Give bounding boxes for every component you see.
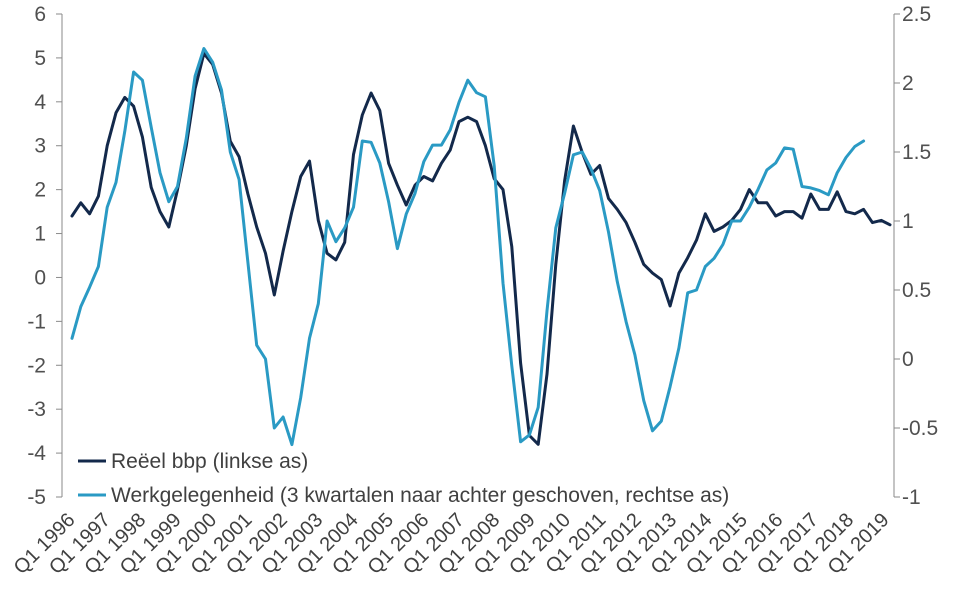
series-line-employment bbox=[70, 47, 866, 447]
left-tick-label: 2 bbox=[34, 179, 46, 202]
series-line-gdp bbox=[70, 52, 892, 446]
right-tick-label: 1.5 bbox=[902, 141, 931, 164]
left-tick-label: 0 bbox=[34, 266, 46, 289]
left-tick-label: 5 bbox=[34, 47, 46, 70]
left-tick-label: 6 bbox=[34, 3, 46, 26]
left-tick-label: -1 bbox=[27, 310, 46, 333]
left-tick-label: -5 bbox=[27, 486, 46, 509]
left-tick-label: 3 bbox=[34, 135, 46, 158]
right-tick-label: -1 bbox=[902, 486, 921, 509]
right-tick-label: 1 bbox=[902, 210, 914, 233]
legend: Reëel bbp (linkse as) Werkgelegenheid (3… bbox=[78, 450, 729, 507]
right-y-axis: -1 -0.5 0 0.5 1 1.5 2 2.5 bbox=[893, 3, 938, 509]
left-tick-label: 1 bbox=[34, 223, 46, 246]
right-tick-label: 0 bbox=[902, 348, 914, 371]
left-tick-label: -2 bbox=[27, 354, 46, 377]
left-tick-label: 4 bbox=[34, 91, 46, 114]
right-tick-label: -0.5 bbox=[902, 417, 938, 440]
legend-label-employment: Werkgelegenheid (3 kwartalen naar achter… bbox=[111, 484, 729, 507]
right-tick-label: 2 bbox=[902, 72, 914, 95]
legend-label-gdp: Reëel bbp (linkse as) bbox=[111, 450, 308, 473]
right-tick-label: 2.5 bbox=[902, 3, 931, 26]
left-tick-label: -3 bbox=[27, 398, 46, 421]
left-tick-label: -4 bbox=[27, 442, 46, 465]
left-y-axis: -5 -4 -3 -2 -1 0 1 2 3 4 5 6 bbox=[27, 3, 63, 509]
series-layer bbox=[70, 47, 892, 447]
right-tick-label: 0.5 bbox=[902, 279, 931, 302]
